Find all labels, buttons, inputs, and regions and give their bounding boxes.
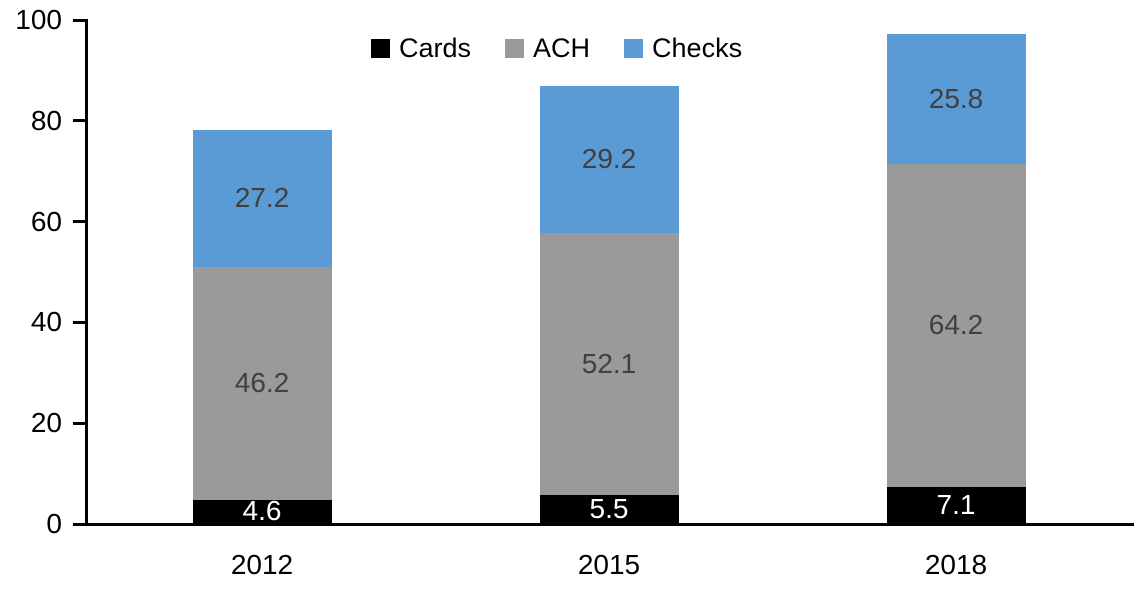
legend-item-checks: Checks [624,35,742,62]
legend-item-cards: Cards [371,35,471,62]
segment-label: 46.2 [234,367,290,399]
segment-label: 5.5 [589,493,629,525]
segment-checks-2015: 29.2 [539,85,679,233]
legend-label: ACH [533,33,591,63]
legend-swatch-ach [505,39,525,58]
y-tick-label: 0 [46,508,62,539]
y-tick-label: 40 [30,306,62,338]
segment-cards-2018: 7.1 [886,487,1026,523]
y-tick [73,522,85,526]
segment-cards-2012: 4.6 [192,495,332,527]
y-tick [73,119,85,123]
segment-label: 29.2 [581,143,637,175]
y-tick [73,220,85,224]
segment-ach-2015: 52.1 [539,232,679,496]
legend-swatch-cards [371,39,390,58]
segment-label: 27.2 [234,182,290,214]
x-label-2018: 2018 [924,549,988,580]
x-label-2015: 2015 [577,549,641,580]
y-tick [73,320,85,324]
segment-label: 7.1 [936,489,976,521]
legend-swatch-checks [624,39,644,58]
segment-ach-2018: 64.2 [886,163,1026,488]
y-tick [73,421,85,425]
segment-checks-2012: 27.2 [192,129,332,267]
segment-checks-2018: 25.8 [886,33,1026,164]
bar-2018: 7.1 64.2 25.8 [886,33,1026,523]
segment-cards-2015: 5.5 [539,493,679,525]
segment-label: 64.2 [928,309,984,341]
y-tick-label: 60 [30,205,62,237]
legend-item-ach: ACH [505,35,590,62]
segment-label: 4.6 [242,495,282,527]
legend-label: Cards [399,33,472,63]
y-tick-label: 80 [30,104,62,136]
y-tick [73,18,85,22]
x-axis-line [85,523,1134,526]
legend-label: Checks [652,33,743,63]
y-axis-line [85,19,88,526]
legend: Cards ACH Checks [371,35,742,62]
segment-ach-2012: 46.2 [192,266,332,500]
segment-label: 52.1 [581,347,637,379]
bar-2015: 5.5 52.1 29.2 [539,85,679,525]
segment-label: 25.8 [928,82,984,114]
y-tick-label: 20 [30,407,62,439]
bar-2012: 4.6 46.2 27.2 [192,129,332,527]
y-tick-label: 100 [15,4,62,35]
x-label-2012: 2012 [230,549,294,580]
